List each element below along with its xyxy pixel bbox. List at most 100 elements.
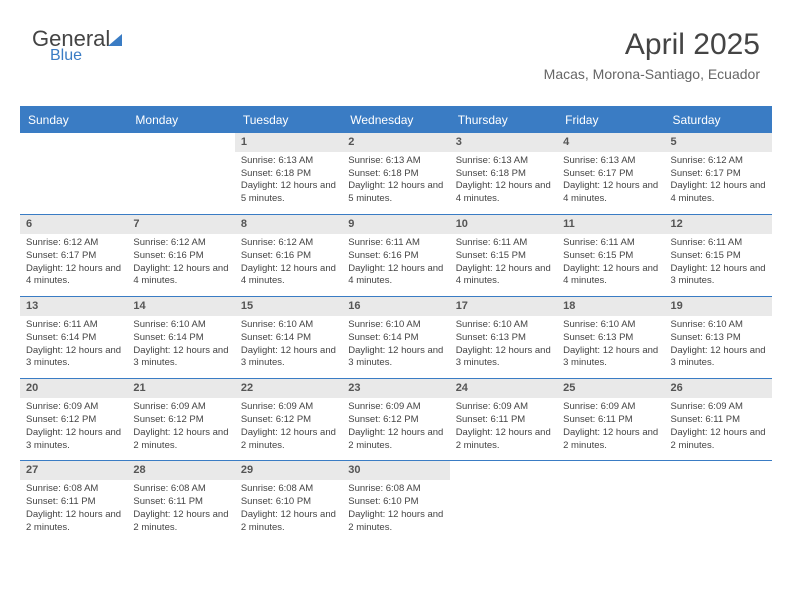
sunrise-text: Sunrise: 6:11 AM <box>26 319 121 332</box>
daylight-text: Daylight: 12 hours and 3 minutes. <box>563 345 658 371</box>
day-body: Sunrise: 6:09 AMSunset: 6:12 PMDaylight:… <box>235 398 342 460</box>
daylight-text: Daylight: 12 hours and 2 minutes. <box>348 427 443 453</box>
daylight-text: Daylight: 12 hours and 2 minutes. <box>241 427 336 453</box>
sunrise-text: Sunrise: 6:13 AM <box>563 155 658 168</box>
day-body: Sunrise: 6:09 AMSunset: 6:11 PMDaylight:… <box>665 398 772 460</box>
calendar-day: 9Sunrise: 6:11 AMSunset: 6:16 PMDaylight… <box>342 215 449 296</box>
calendar-day: 30Sunrise: 6:08 AMSunset: 6:10 PMDayligh… <box>342 461 449 542</box>
sunrise-text: Sunrise: 6:09 AM <box>133 401 228 414</box>
day-header: Saturday <box>665 108 772 132</box>
day-number: 6 <box>20 215 127 234</box>
sunset-text: Sunset: 6:14 PM <box>133 332 228 345</box>
sunset-text: Sunset: 6:11 PM <box>133 496 228 509</box>
day-body: Sunrise: 6:12 AMSunset: 6:17 PMDaylight:… <box>20 234 127 296</box>
calendar-week: 13Sunrise: 6:11 AMSunset: 6:14 PMDayligh… <box>20 296 772 378</box>
sunrise-text: Sunrise: 6:12 AM <box>671 155 766 168</box>
day-body: Sunrise: 6:10 AMSunset: 6:14 PMDaylight:… <box>342 316 449 378</box>
day-number: 19 <box>665 297 772 316</box>
day-number: 22 <box>235 379 342 398</box>
day-header: Friday <box>557 108 664 132</box>
day-number: 11 <box>557 215 664 234</box>
day-header: Tuesday <box>235 108 342 132</box>
sunset-text: Sunset: 6:12 PM <box>133 414 228 427</box>
daylight-text: Daylight: 12 hours and 3 minutes. <box>671 263 766 289</box>
calendar-day: 12Sunrise: 6:11 AMSunset: 6:15 PMDayligh… <box>665 215 772 296</box>
daylight-text: Daylight: 12 hours and 4 minutes. <box>348 263 443 289</box>
sunset-text: Sunset: 6:15 PM <box>456 250 551 263</box>
day-body: Sunrise: 6:10 AMSunset: 6:13 PMDaylight:… <box>557 316 664 378</box>
calendar-day: 13 Sunrise: 6:11 AMSunset: 6:14 PMDayligh… <box>20 297 127 378</box>
day-number: 26 <box>665 379 772 398</box>
calendar-day: 20Sunrise: 6:09 AMSunset: 6:12 PMDayligh… <box>20 379 127 460</box>
daylight-text: Daylight: 12 hours and 3 minutes. <box>671 345 766 371</box>
daylight-text: Daylight: 12 hours and 3 minutes. <box>26 345 121 371</box>
day-number: 13 <box>20 297 127 316</box>
calendar-day: 19Sunrise: 6:10 AMSunset: 6:13 PMDayligh… <box>665 297 772 378</box>
daylight-text: Daylight: 12 hours and 2 minutes. <box>26 509 121 535</box>
day-header: Monday <box>127 108 234 132</box>
sunset-text: Sunset: 6:10 PM <box>241 496 336 509</box>
day-body: Sunrise: 6:08 AMSunset: 6:10 PMDaylight:… <box>342 480 449 542</box>
sunset-text: Sunset: 6:12 PM <box>26 414 121 427</box>
sunset-text: Sunset: 6:16 PM <box>133 250 228 263</box>
day-number: 20 <box>20 379 127 398</box>
calendar-day: 1Sunrise: 6:13 AMSunset: 6:18 PMDaylight… <box>235 133 342 214</box>
day-number: 2 <box>342 133 449 152</box>
daylight-text: Daylight: 12 hours and 2 minutes. <box>133 509 228 535</box>
calendar-day: 22Sunrise: 6:09 AMSunset: 6:12 PMDayligh… <box>235 379 342 460</box>
sunset-text: Sunset: 6:13 PM <box>671 332 766 345</box>
sunrise-text: Sunrise: 6:12 AM <box>241 237 336 250</box>
daylight-text: Daylight: 12 hours and 4 minutes. <box>671 180 766 206</box>
calendar-day <box>20 133 127 214</box>
sunset-text: Sunset: 6:18 PM <box>348 168 443 181</box>
day-body: Sunrise: 6:11 AMSunset: 6:16 PMDaylight:… <box>342 234 449 296</box>
day-body: Sunrise: 6:12 AMSunset: 6:16 PMDaylight:… <box>127 234 234 296</box>
calendar-day: 6Sunrise: 6:12 AMSunset: 6:17 PMDaylight… <box>20 215 127 296</box>
day-body: Sunrise: 6:10 AMSunset: 6:14 PMDaylight:… <box>235 316 342 378</box>
sunrise-text: Sunrise: 6:09 AM <box>671 401 766 414</box>
daylight-text: Daylight: 12 hours and 4 minutes. <box>563 263 658 289</box>
sunset-text: Sunset: 6:14 PM <box>26 332 121 345</box>
calendar-day: 26Sunrise: 6:09 AMSunset: 6:11 PMDayligh… <box>665 379 772 460</box>
calendar-day: 4 Sunrise: 6:13 AMSunset: 6:17 PMDaylight… <box>557 133 664 214</box>
day-body: Sunrise: 6:08 AMSunset: 6:11 PMDaylight:… <box>20 480 127 542</box>
sunset-text: Sunset: 6:11 PM <box>563 414 658 427</box>
sunrise-text: Sunrise: 6:10 AM <box>133 319 228 332</box>
day-body: Sunrise: 6:13 AMSunset: 6:18 PMDaylight:… <box>342 152 449 214</box>
daylight-text: Daylight: 12 hours and 2 minutes. <box>241 509 336 535</box>
sunrise-text: Sunrise: 6:10 AM <box>563 319 658 332</box>
daylight-text: Daylight: 12 hours and 2 minutes. <box>671 427 766 453</box>
daylight-text: Daylight: 12 hours and 3 minutes. <box>133 345 228 371</box>
day-number: 17 <box>450 297 557 316</box>
brand-logo: General Blue <box>32 28 122 64</box>
calendar-header-row: SundayMondayTuesdayWednesdayThursdayFrid… <box>20 108 772 132</box>
day-number: 24 <box>450 379 557 398</box>
calendar: SundayMondayTuesdayWednesdayThursdayFrid… <box>20 106 772 542</box>
sunset-text: Sunset: 6:11 PM <box>26 496 121 509</box>
sunrise-text: Sunrise: 6:09 AM <box>348 401 443 414</box>
calendar-day <box>127 133 234 214</box>
sunset-text: Sunset: 6:14 PM <box>241 332 336 345</box>
sunrise-text: Sunrise: 6:09 AM <box>563 401 658 414</box>
day-body: Sunrise: 6:11 AMSunset: 6:15 PMDaylight:… <box>557 234 664 296</box>
day-number: 8 <box>235 215 342 234</box>
day-body: Sunrise: 6:09 AMSunset: 6:12 PMDaylight:… <box>342 398 449 460</box>
sunrise-text: Sunrise: 6:11 AM <box>348 237 443 250</box>
day-body: Sunrise: 6:13 AMSunset: 6:18 PMDaylight:… <box>450 152 557 214</box>
sunset-text: Sunset: 6:12 PM <box>241 414 336 427</box>
sunset-text: Sunset: 6:16 PM <box>348 250 443 263</box>
daylight-text: Daylight: 12 hours and 4 minutes. <box>563 180 658 206</box>
sunset-text: Sunset: 6:17 PM <box>563 168 658 181</box>
calendar-day: 29Sunrise: 6:08 AMSunset: 6:10 PMDayligh… <box>235 461 342 542</box>
sunrise-text: Sunrise: 6:09 AM <box>241 401 336 414</box>
day-number: 1 <box>235 133 342 152</box>
calendar-day: 2Sunrise: 6:13 AMSunset: 6:18 PMDaylight… <box>342 133 449 214</box>
day-number: 4 <box>557 133 664 152</box>
calendar-week: 1Sunrise: 6:13 AMSunset: 6:18 PMDaylight… <box>20 132 772 214</box>
sunrise-text: Sunrise: 6:13 AM <box>348 155 443 168</box>
calendar-day: 15Sunrise: 6:10 AMSunset: 6:14 PMDayligh… <box>235 297 342 378</box>
day-number: 9 <box>342 215 449 234</box>
day-number: 16 <box>342 297 449 316</box>
sunrise-text: Sunrise: 6:08 AM <box>133 483 228 496</box>
day-body: Sunrise: 6:11 AMSunset: 6:15 PMDaylight:… <box>665 234 772 296</box>
